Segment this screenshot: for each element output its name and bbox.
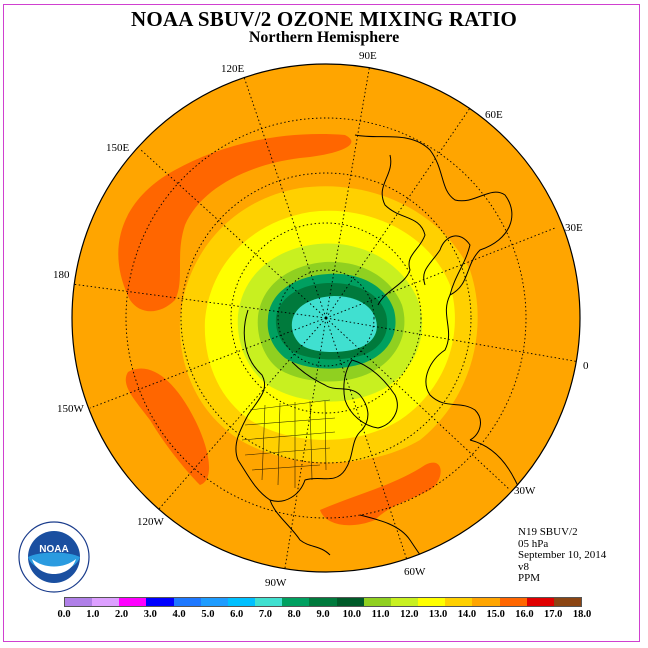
map-boundary-circle <box>71 63 581 573</box>
colorbar-tick-label: 11.0 <box>371 609 390 620</box>
colorbar-swatch <box>146 598 174 606</box>
lon-label-150e: 150E <box>106 142 130 154</box>
colorbar-tick-label: 15.0 <box>486 609 505 620</box>
high-band-west <box>125 368 210 485</box>
lon-label-60w: 60W <box>404 566 426 578</box>
lon-label-120e: 120E <box>221 63 245 75</box>
colorbar-tick-label: 7.0 <box>258 609 272 620</box>
coast-central-america <box>269 499 331 556</box>
info-date: September 10, 2014 <box>518 549 607 561</box>
colorbar-swatch <box>92 598 120 606</box>
colorbar-tick-label: 1.0 <box>86 609 100 620</box>
graticule <box>72 64 580 572</box>
lon-label-180: 180 <box>53 269 70 281</box>
colorbar-swatch <box>227 598 256 606</box>
colorbar <box>64 597 582 607</box>
high-band-pacific <box>118 134 352 312</box>
colorbar-tick-label: 9.0 <box>316 609 330 620</box>
lon-label-150w: 150W <box>57 403 84 415</box>
colorbar-tick-label: 3.0 <box>143 609 157 620</box>
colorbar-tick-label: 14.0 <box>457 609 477 620</box>
info-units: PPM <box>518 572 541 584</box>
colorbar-tick-label: 4.0 <box>172 609 186 620</box>
noaa-logo: NOAA <box>18 521 90 593</box>
band-8 <box>291 296 377 352</box>
colorbar-swatch <box>472 598 500 606</box>
colorbar-ticks: 0.0 1.0 2.0 3.0 4.0 5.0 6.0 7.0 8.0 9.0 10.0 11.0 12… <box>0 609 648 623</box>
high-band-atlantic <box>320 462 441 526</box>
colorbar-swatch <box>390 598 419 606</box>
info-satellite: N19 SBUV/2 <box>518 526 578 538</box>
colorbar-swatch <box>173 598 201 606</box>
info-version: v8 <box>518 560 529 573</box>
colorbar-swatch <box>255 598 283 606</box>
colorbar-swatch <box>119 598 147 606</box>
colorbar-swatch <box>418 598 446 606</box>
colorbar-swatch <box>282 598 310 606</box>
colorbar-tick-label: 13.0 <box>428 609 448 620</box>
info-pressure-level: 05 hPa <box>518 537 549 550</box>
ozone-contours <box>72 64 580 572</box>
coast-europe <box>423 235 471 296</box>
page-frame <box>3 4 640 642</box>
colorbar-swatch <box>553 598 581 606</box>
lon-label-60e: 60E <box>485 109 503 121</box>
colorbar-swatch <box>363 598 391 606</box>
colorbar-swatch <box>65 598 93 606</box>
colorbar-tick-label: 10.0 <box>342 609 361 620</box>
coast-greenland <box>343 359 398 429</box>
us-states-grid <box>241 399 336 488</box>
colorbar-swatch <box>336 598 364 606</box>
colorbar-tick-label: 16.0 <box>515 609 534 620</box>
colorbar-tick-label: 12.0 <box>400 609 419 620</box>
product-info: N19 SBUV/2 05 hPa September 10, 2014 v8 … <box>518 526 607 585</box>
map-subtitle: Northern Hemisphere <box>248 29 400 46</box>
colorbar-tick-label: 17.0 <box>544 609 563 620</box>
lon-label-90w: 90W <box>265 577 287 589</box>
lon-label-30e: 30E <box>565 222 583 234</box>
colorbar-swatch <box>200 598 228 606</box>
lon-label-30w: 30W <box>514 485 536 497</box>
lon-label-0: 0 <box>583 360 589 372</box>
colorbar-swatch <box>499 598 527 606</box>
lon-label-90e: 90E <box>359 50 377 62</box>
lon-label-120w: 120W <box>137 516 164 528</box>
colorbar-swatch <box>309 598 337 606</box>
colorbar-tick-label: 8.0 <box>287 609 301 620</box>
colorbar-tick-label: 0.0 <box>57 609 71 620</box>
colorbar-tick-label: 2.0 <box>114 609 129 620</box>
colorbar-tick-label: 6.0 <box>230 609 244 620</box>
colorbar-tick-label: 5.0 <box>201 609 215 620</box>
noaa-logo-text: NOAA <box>39 544 68 555</box>
coast-north-america <box>235 309 369 502</box>
colorbar-swatch <box>526 598 554 606</box>
coast-eurasia <box>354 134 513 441</box>
colorbar-tick-label: 18.0 <box>572 609 592 620</box>
colorbar-swatch <box>445 598 473 606</box>
map-title: NOAA SBUV/2 OZONE MIXING RATIO <box>131 7 517 31</box>
